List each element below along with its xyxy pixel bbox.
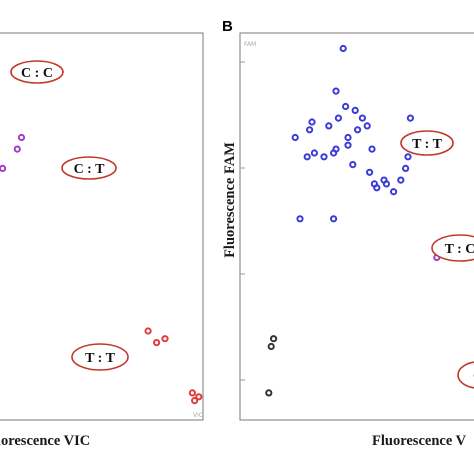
data-point-b-s0-20 xyxy=(366,168,374,176)
data-point-b-s0-21 xyxy=(368,145,376,153)
cluster-ellipse-a-1 xyxy=(61,156,117,180)
data-point-b-s0-1 xyxy=(291,133,299,142)
data-point-b-s0-18 xyxy=(344,133,352,142)
cluster-ellipse-b-1 xyxy=(431,234,474,262)
cluster-label-b-1: T : C xyxy=(445,242,474,257)
data-point-b-s0-17 xyxy=(332,87,340,95)
y-axis-tag-b: FAM xyxy=(244,41,256,48)
data-point-a-s2-3 xyxy=(188,389,196,397)
panel-b: FAM B Fluorescence V Fluorescence FAM T : T T… xyxy=(222,18,474,449)
cluster-label-a-0: C : C xyxy=(21,66,53,81)
data-point-b-s0-0 xyxy=(339,44,347,53)
y-axis-label-b: Fluorescence FAM xyxy=(222,142,238,258)
cluster-label-b-0: T : T xyxy=(412,137,442,152)
data-point-b-s3-2 xyxy=(265,389,273,397)
cluster-ellipse-b-2 xyxy=(457,361,474,389)
data-point-b-s0-5 xyxy=(320,153,328,161)
x-axis-label-b: Fluorescence V xyxy=(372,433,467,449)
data-point-a-s2-2 xyxy=(161,335,169,343)
data-point-a-s1-0 xyxy=(17,133,26,142)
data-point-b-s0-8 xyxy=(344,141,352,149)
data-point-a-s2-0 xyxy=(144,327,152,335)
cluster-ellipse-a-2 xyxy=(71,343,129,371)
panel-letter-b: B xyxy=(222,18,233,35)
data-point-b-s0-23 xyxy=(373,184,381,192)
data-point-b-s0-26 xyxy=(390,188,398,196)
data-point-a-s2-5 xyxy=(191,397,199,405)
data-point-a-s1-2 xyxy=(0,164,7,172)
data-point-b-s0-2 xyxy=(306,126,314,134)
data-point-b-s0-31 xyxy=(296,215,304,223)
data-point-b-s0-15 xyxy=(303,153,311,161)
data-point-b-s0-7 xyxy=(332,145,340,153)
data-point-b-s0-13 xyxy=(358,114,366,122)
data-point-a-s1-1 xyxy=(13,145,21,153)
data-point-b-s0-12 xyxy=(351,106,359,115)
data-point-b-s0-14 xyxy=(363,122,371,130)
data-point-b-s0-25 xyxy=(382,180,390,188)
x-axis-label-a: Fluorescence VIC xyxy=(0,433,90,449)
data-point-b-s3-0 xyxy=(270,335,278,343)
data-point-a-s2-4 xyxy=(195,393,203,401)
x-axis-tag-a: VIC xyxy=(193,412,203,419)
data-point-b-s0-29 xyxy=(404,153,412,161)
cluster-label-a-1: C : T xyxy=(74,162,106,177)
cluster-label-a-2: T : T xyxy=(85,351,115,366)
data-point-b-s0-27 xyxy=(397,176,405,184)
cluster-label-b-2: C xyxy=(473,369,474,384)
data-point-b-s0-16 xyxy=(325,122,333,130)
data-point-b-s0-9 xyxy=(354,126,362,134)
data-point-b-s0-19 xyxy=(349,161,357,169)
data-point-b-s0-4 xyxy=(310,149,318,157)
data-point-b-s0-3 xyxy=(308,118,316,126)
data-point-b-s3-1 xyxy=(267,342,275,351)
cluster-ellipse-a-0 xyxy=(10,60,64,84)
cluster-ellipse-b-0 xyxy=(400,130,454,156)
data-point-b-s0-32 xyxy=(330,215,338,223)
data-point-b-s0-30 xyxy=(406,114,414,122)
plot-frame-b xyxy=(239,32,474,421)
data-point-b-s0-11 xyxy=(342,102,350,111)
data-point-a-s2-1 xyxy=(153,339,161,347)
data-point-b-s0-10 xyxy=(334,114,342,122)
data-point-b-s0-28 xyxy=(402,164,410,172)
panel-a: VIC Fluorescence VIC C : C C : T T : T xyxy=(0,32,204,449)
